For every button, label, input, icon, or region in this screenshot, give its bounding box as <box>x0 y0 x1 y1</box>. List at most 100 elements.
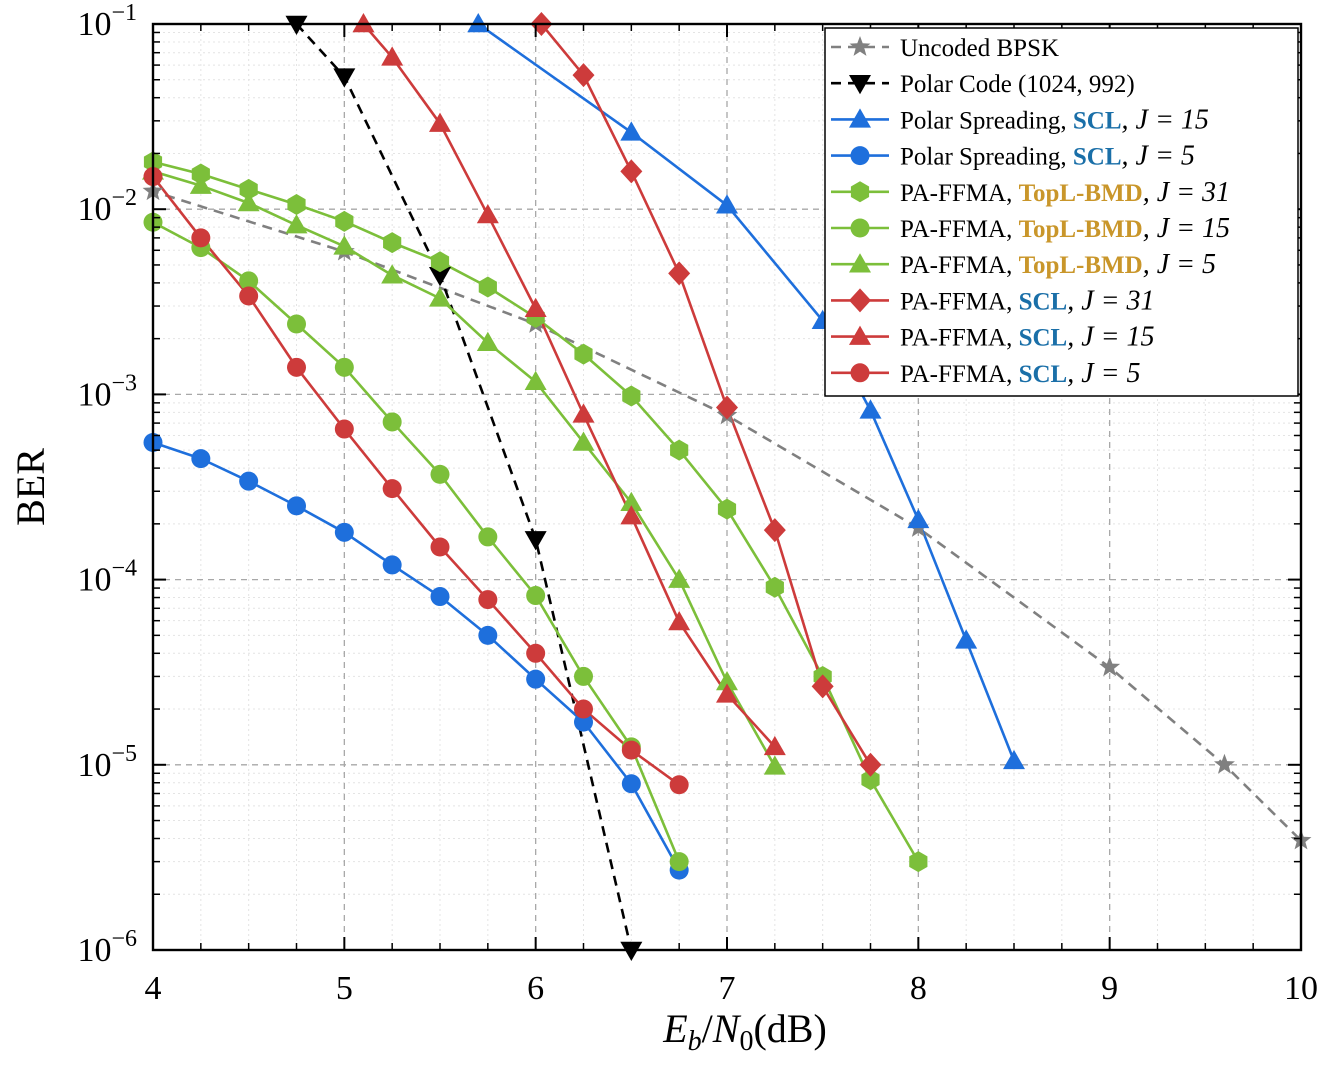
data-point-6 <box>716 670 738 691</box>
legend-label: PA-FFMA, TopL-BMD, J = 31 <box>900 177 1230 208</box>
data-point-9 <box>239 286 259 306</box>
data-point-8 <box>429 112 451 132</box>
data-point-7 <box>811 674 834 699</box>
data-point-3 <box>526 669 546 689</box>
data-point-0 <box>1099 656 1121 677</box>
data-point-3 <box>621 774 641 794</box>
data-point-1 <box>333 68 356 88</box>
legend-label: PA-FFMA, SCL, J = 5 <box>900 358 1141 389</box>
data-point-9 <box>287 357 306 377</box>
data-point-5 <box>287 314 306 334</box>
legend-label: PA-FFMA, SCL, J = 31 <box>900 285 1155 316</box>
legend-marker <box>850 218 870 238</box>
data-point-4 <box>574 343 593 365</box>
data-point-4 <box>191 163 210 185</box>
y-tick-label: 10−1 <box>77 0 137 43</box>
label-layer: Eb/N0(dB) BER <box>8 448 827 1057</box>
data-point-8 <box>381 46 404 66</box>
data-point-5 <box>430 464 450 484</box>
x-tick-label: 6 <box>527 970 544 1007</box>
data-point-3 <box>191 449 211 469</box>
legend-label: PA-FFMA, SCL, J = 15 <box>900 322 1155 353</box>
data-point-5 <box>334 357 354 377</box>
data-point-2 <box>716 194 738 214</box>
data-point-9 <box>621 740 641 760</box>
data-point-9 <box>478 590 498 610</box>
data-point-6 <box>381 264 404 284</box>
legend-marker <box>850 363 870 383</box>
legend-marker <box>849 253 871 273</box>
data-point-4 <box>335 210 354 232</box>
data-point-1 <box>524 531 547 551</box>
legend-label: PA-FFMA, TopL-BMD, J = 5 <box>900 249 1216 280</box>
data-point-7 <box>620 159 643 184</box>
data-point-9 <box>334 419 354 439</box>
x-tick-label: 8 <box>910 970 927 1007</box>
data-point-4 <box>430 251 450 273</box>
data-point-8 <box>524 297 547 318</box>
x-axis-label: Eb/N0(dB) <box>662 1006 827 1057</box>
data-point-8 <box>620 505 643 525</box>
data-point-4 <box>909 851 928 873</box>
x-tick-label: 9 <box>1101 970 1118 1007</box>
legend-label: Uncoded BPSK <box>900 35 1059 62</box>
data-point-3 <box>574 712 593 732</box>
x-tick-label: 7 <box>719 970 736 1007</box>
data-point-2 <box>1003 749 1025 770</box>
y-axis-label: BER <box>8 448 53 526</box>
data-point-5 <box>478 527 498 547</box>
data-point-5 <box>382 412 402 432</box>
data-point-0 <box>1214 753 1235 774</box>
tick-layer: 4 5 6 7 8 9 10 10−1 10−2 10−3 10−4 10−5 10−6 <box>77 0 1318 1007</box>
data-point-6 <box>429 287 451 307</box>
data-point-4 <box>717 498 737 520</box>
data-point-7 <box>763 518 786 543</box>
legend-marker <box>849 325 871 345</box>
legend-marker <box>849 288 871 313</box>
y-tick-label: 10−4 <box>77 556 137 599</box>
data-point-9 <box>574 699 593 719</box>
x-tick-label: 10 <box>1284 970 1318 1007</box>
data-point-6 <box>572 431 595 451</box>
data-point-6 <box>620 491 643 511</box>
data-point-1 <box>429 266 451 287</box>
y-tick-label: 10−3 <box>77 370 137 413</box>
data-point-4 <box>765 576 784 598</box>
data-point-6 <box>189 174 212 194</box>
legend-label: Polar Code (1024, 992) <box>900 71 1135 98</box>
data-point-9 <box>382 479 402 499</box>
data-point-6 <box>285 214 308 234</box>
data-point-3 <box>334 522 354 542</box>
data-point-3 <box>239 471 259 491</box>
data-point-4 <box>670 439 689 461</box>
data-point-2 <box>467 13 490 33</box>
series-line-5 <box>153 221 681 863</box>
series-line-9 <box>153 175 680 786</box>
data-point-4 <box>861 769 880 791</box>
data-point-9 <box>191 228 211 248</box>
data-point-9 <box>526 643 546 663</box>
data-point-8 <box>352 13 375 33</box>
x-tick-label: 5 <box>336 970 353 1007</box>
data-point-4 <box>287 194 306 216</box>
y-tick-label: 10−2 <box>77 185 137 228</box>
data-point-9 <box>430 537 450 557</box>
data-point-5 <box>669 852 689 872</box>
series-line-7 <box>540 24 872 766</box>
data-point-2 <box>907 508 930 529</box>
legend-label: PA-FFMA, TopL-BMD, J = 15 <box>900 213 1230 244</box>
data-point-3 <box>287 496 306 516</box>
data-point-6 <box>476 331 499 352</box>
series-line-8 <box>362 24 776 748</box>
data-point-8 <box>716 683 738 703</box>
data-point-7 <box>716 395 738 420</box>
data-point-2 <box>859 399 882 419</box>
data-point-4 <box>622 385 641 407</box>
data-point-2 <box>955 629 978 649</box>
data-point-5 <box>526 586 546 606</box>
legend: Uncoded BPSK Polar Code (1024, 992) Polar … <box>824 27 1299 397</box>
legend-marker <box>849 36 871 56</box>
data-point-7 <box>859 752 882 777</box>
marker-layer <box>142 12 1312 961</box>
